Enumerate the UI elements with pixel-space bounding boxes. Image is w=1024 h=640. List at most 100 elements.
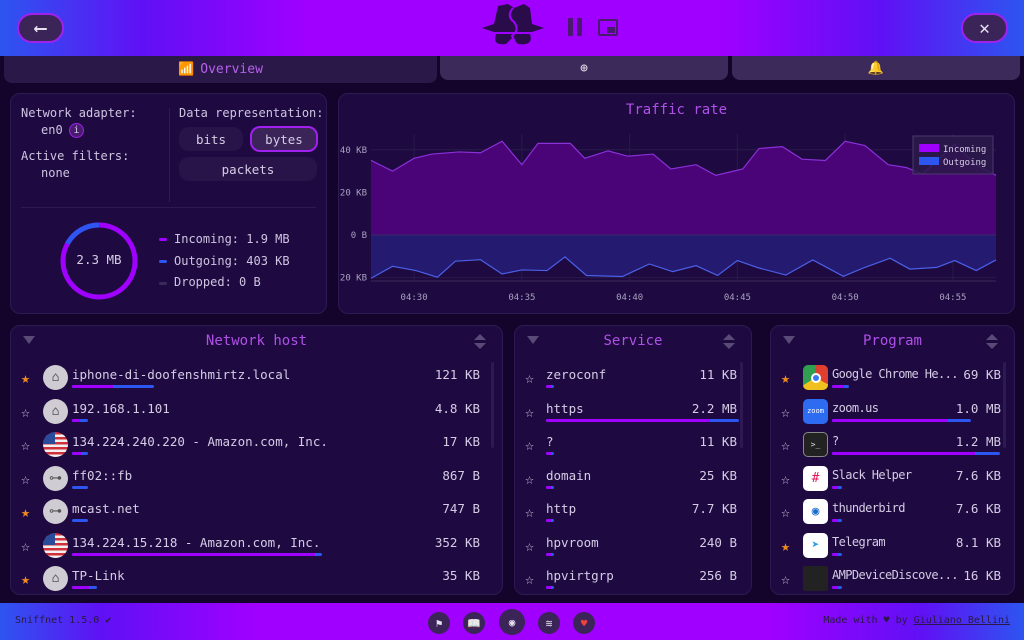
chart-icon: 📶 [178, 62, 195, 77]
star-outline-icon[interactable]: ☆ [21, 469, 31, 488]
star-outline-icon[interactable]: ☆ [525, 503, 535, 521]
filter-icon[interactable] [23, 336, 35, 344]
overview-panel: Network adapter: en0 i Active filters: n… [10, 93, 327, 314]
series-line-outgoing [370, 256, 997, 279]
item-value: 256 B [699, 568, 737, 583]
star-filled-icon[interactable]: ★ [21, 570, 31, 588]
panel-title: Program [862, 333, 922, 349]
filter-icon[interactable] [783, 336, 795, 344]
scrollbar[interactable] [491, 362, 494, 448]
star-outline-icon[interactable]: ☆ [525, 570, 535, 588]
list-item[interactable]: ☆ ◉ thunderbird 7.6 KB [771, 497, 1014, 531]
item-name: ? [832, 434, 839, 448]
signpost-link[interactable]: ⚑ [428, 612, 450, 634]
item-name: zeroconf [546, 367, 607, 382]
list-item[interactable]: ☆ https 2.2 MB [515, 397, 751, 431]
home-icon: ⌂ [43, 398, 68, 424]
star-outline-icon[interactable]: ☆ [781, 402, 791, 421]
item-value: 867 B [442, 467, 480, 483]
star-filled-icon[interactable]: ★ [781, 536, 791, 555]
rss-link[interactable]: ≋ [538, 612, 560, 634]
star-outline-icon[interactable]: ☆ [21, 536, 31, 555]
settings-button[interactable]: ✕ [961, 13, 1008, 43]
list-item[interactable]: ★ Google Chrome He... 69 KB [771, 363, 1014, 397]
tab-inspect[interactable]: ⊕ [440, 56, 728, 80]
list-item[interactable]: ☆ hpvroom 240 B [515, 531, 751, 565]
item-value: 352 KB [434, 534, 480, 550]
picture-in-picture-button[interactable] [598, 19, 618, 36]
list-item[interactable]: ★ ⊶ mcast.net 747 B [11, 497, 502, 531]
traffic-bar [832, 519, 843, 522]
tab-notifications[interactable]: 🔔 [732, 56, 1020, 80]
repr-packets-button[interactable]: packets [179, 157, 317, 181]
list-item[interactable]: ☆ ⊶ ff02::fb 867 B [11, 464, 502, 498]
scrollbar[interactable] [1003, 362, 1006, 448]
panel-title: Network host [205, 333, 308, 349]
star-outline-icon[interactable]: ☆ [21, 436, 31, 454]
github-link[interactable]: ◉ [499, 609, 525, 635]
traffic-bar [72, 385, 154, 388]
book-link[interactable]: 📖 [463, 612, 485, 634]
scrollbar[interactable] [740, 362, 743, 448]
item-value: 7.6 KB [955, 501, 1001, 516]
filters-value: none [41, 166, 70, 180]
author-link[interactable]: Giuliano Bellini [913, 615, 1010, 626]
filter-icon[interactable] [527, 336, 539, 344]
list-item[interactable]: ☆ zoom zoom.us 1.0 MB [771, 397, 1014, 431]
pause-button[interactable] [568, 18, 584, 36]
item-value: 16 KB [963, 568, 1001, 583]
info-icon[interactable]: i [69, 123, 84, 138]
item-name: hpvirtgrp [546, 568, 614, 583]
item-value: 35 KB [442, 568, 480, 583]
us-flag-icon [43, 532, 68, 558]
list-item[interactable]: ☆ >_? 1.2 MB [771, 430, 1014, 464]
star-filled-icon[interactable]: ★ [21, 369, 31, 387]
list-item[interactable]: ☆ 134.224.15.218 - Amazon.com, Inc. 352 KB [11, 531, 502, 565]
star-outline-icon[interactable]: ☆ [21, 402, 31, 421]
slack-icon: # [803, 465, 828, 491]
item-name: zoom.us [832, 400, 879, 415]
repr-bytes-button[interactable]: bytes [250, 126, 318, 152]
picture-in-picture-icon [607, 27, 615, 33]
outgoing-swatch [159, 260, 167, 263]
back-button[interactable]: ⟵ [17, 13, 64, 43]
list-item[interactable]: ☆ domain 25 KB [515, 464, 751, 498]
list-item[interactable]: ☆ # Slack Helper 7.6 KB [771, 464, 1014, 498]
star-outline-icon[interactable]: ☆ [525, 402, 535, 421]
item-value: 17 KB [442, 434, 480, 449]
heart-link[interactable]: ♥ [573, 612, 595, 634]
star-outline-icon[interactable]: ☆ [781, 469, 791, 488]
star-outline-icon[interactable]: ☆ [525, 436, 535, 454]
list-item[interactable]: ☆ 134.224.240.220 - Amazon.com, Inc. 17 KB [11, 430, 502, 464]
star-outline-icon[interactable]: ☆ [525, 469, 535, 488]
star-outline-icon[interactable]: ☆ [781, 570, 791, 588]
adapter-label: Network adapter: [21, 106, 137, 120]
traffic-bar [72, 452, 89, 455]
list-item[interactable]: ★ ⌂ iphone-di-doofenshmirtz.local 121 KB [11, 363, 502, 397]
star-outline-icon[interactable]: ☆ [525, 536, 535, 555]
star-outline-icon[interactable]: ☆ [781, 436, 791, 454]
traffic-bar [832, 452, 1000, 455]
sort-icon[interactable] [474, 334, 486, 350]
item-name: Slack Helper [832, 467, 912, 482]
list-item[interactable]: ★ ⌂ TP-Link 35 KB [11, 564, 502, 598]
star-filled-icon[interactable]: ★ [781, 369, 791, 387]
star-filled-icon[interactable]: ★ [21, 503, 31, 521]
list-item[interactable]: ☆ ⌂ 192.168.1.101 4.8 KB [11, 397, 502, 431]
sort-icon[interactable] [723, 334, 735, 350]
list-item[interactable]: ★ ➤ Telegram 8.1 KB [771, 531, 1014, 565]
list-item[interactable]: ☆ AMPDeviceDiscove... 16 KB [771, 564, 1014, 598]
list-item[interactable]: ☆ hpvirtgrp 256 B [515, 564, 751, 598]
tab-overview[interactable]: 📶 Overview [4, 56, 437, 83]
star-outline-icon[interactable]: ☆ [525, 369, 535, 387]
sort-icon[interactable] [986, 334, 998, 350]
item-value: 25 KB [699, 467, 737, 483]
list-item[interactable]: ☆? 11 KB [515, 430, 751, 464]
list-item[interactable]: ☆ http 7.7 KB [515, 497, 751, 531]
arrow-left-icon: ⟵ [35, 17, 46, 39]
list-item[interactable]: ☆ zeroconf 11 KB [515, 363, 751, 397]
service-panel: Service ☆ zeroconf 11 KB ☆ https 2.2 MB ☆? 11 KB… [514, 325, 752, 595]
repr-bits-button[interactable]: bits [179, 127, 243, 151]
item-name: mcast.net [72, 501, 140, 516]
star-outline-icon[interactable]: ☆ [781, 503, 791, 521]
